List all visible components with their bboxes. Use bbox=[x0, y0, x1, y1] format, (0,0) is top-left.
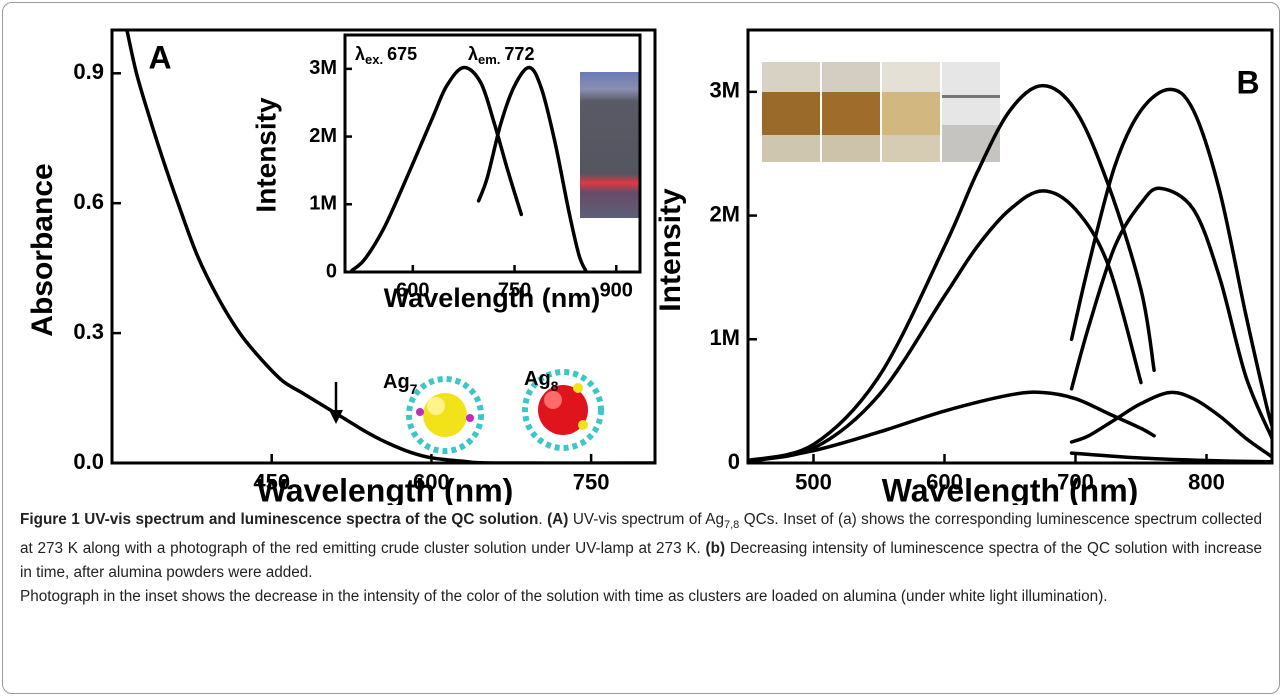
caption-text: Decreasing intensity of luminescence spe… bbox=[20, 540, 1262, 582]
data-line bbox=[748, 83, 1156, 463]
x-tick-label: 450 bbox=[253, 470, 290, 495]
peak-label-symbol: λ bbox=[468, 44, 478, 64]
peak-label-sub: ex. bbox=[365, 52, 383, 67]
data-line bbox=[748, 189, 1143, 463]
x-tick-label: 600 bbox=[926, 470, 963, 495]
peak-label-value: 675 bbox=[387, 44, 417, 64]
y-axis-title: Absorbance bbox=[26, 163, 59, 336]
x-tick-label: 750 bbox=[498, 279, 531, 301]
data-line bbox=[476, 65, 588, 272]
molecule-label-sub: 8 bbox=[551, 378, 559, 394]
photo-vials bbox=[762, 62, 1000, 162]
molecule-ag8 bbox=[522, 369, 604, 451]
plot-frame bbox=[343, 33, 642, 274]
photo-uv-vial bbox=[580, 72, 640, 218]
molecule-label: Ag7 bbox=[383, 371, 418, 396]
peak-label-sub: em. bbox=[478, 52, 500, 67]
x-tick-label: 600 bbox=[396, 279, 429, 301]
data-line bbox=[1069, 186, 1272, 441]
molecule-label-text: Ag bbox=[524, 368, 551, 390]
panel-label: B bbox=[1236, 64, 1259, 100]
x-axis-title: Wavelength (nm) bbox=[257, 472, 514, 505]
y-axis-title: Intensity bbox=[250, 97, 281, 213]
molecule-label: Ag8 bbox=[524, 368, 559, 393]
x-tick-label: 500 bbox=[795, 470, 832, 495]
peak-label-value: 772 bbox=[504, 44, 534, 64]
caption-label: (A) bbox=[547, 511, 569, 528]
plot-frame bbox=[746, 28, 1274, 465]
y-tick-label: 0.6 bbox=[73, 189, 104, 214]
peak-label: λex. 675 bbox=[355, 44, 417, 68]
caption-text: Photograph in the inset shows the decrea… bbox=[20, 588, 1108, 606]
y-tick-label: 0.0 bbox=[73, 449, 104, 474]
peak-label: λem. 772 bbox=[468, 44, 534, 68]
x-tick-label: 900 bbox=[600, 279, 633, 301]
molecule-label-sub: 7 bbox=[410, 381, 418, 397]
x-tick-label: 700 bbox=[1057, 470, 1094, 495]
y-axis-title: Intensity bbox=[654, 188, 687, 312]
x-tick-label: 800 bbox=[1188, 470, 1225, 495]
y-tick-label: 2M bbox=[709, 201, 740, 226]
figure: A B Absorbance Wavelength (nm) Intensity… bbox=[26, 28, 1274, 505]
molecule-label-text: Ag bbox=[383, 371, 410, 393]
caption-text: QCs. Inset of (a) shows the correspondin… bbox=[20, 511, 1262, 558]
peak-label-symbol: λ bbox=[355, 44, 365, 64]
y-tick-label: 0 bbox=[326, 260, 337, 282]
data-line bbox=[125, 30, 655, 463]
data-line bbox=[1069, 451, 1272, 463]
molecule-ag7 bbox=[406, 376, 484, 454]
data-line bbox=[1069, 87, 1272, 428]
caption: Figure 1 UV-vis spectrum and luminescenc… bbox=[20, 508, 1262, 609]
caption-title: Figure 1 UV-vis spectrum and luminescenc… bbox=[20, 511, 539, 528]
y-tick-label: 1M bbox=[709, 325, 740, 350]
caption-text: UV-vis spectrum of Ag bbox=[568, 511, 724, 528]
x-tick-label: 750 bbox=[573, 470, 610, 495]
x-tick-label: 600 bbox=[413, 470, 450, 495]
x-axis-title: Wavelength (nm) bbox=[882, 472, 1139, 505]
caption-text: . bbox=[538, 511, 548, 528]
x-axis-title: Wavelength (nm) bbox=[384, 283, 601, 313]
y-tick-label: 1M bbox=[309, 193, 337, 215]
caption-sub: 7,8 bbox=[724, 519, 740, 532]
y-tick-label: 0.3 bbox=[73, 319, 104, 344]
data-line bbox=[1069, 390, 1272, 459]
caption-label: (b) bbox=[705, 540, 726, 558]
y-tick-label: 0.9 bbox=[73, 59, 104, 84]
y-tick-label: 0 bbox=[728, 449, 740, 474]
data-line bbox=[350, 65, 524, 272]
y-tick-label: 3M bbox=[709, 78, 740, 103]
plot-frame bbox=[110, 28, 657, 465]
data-line bbox=[748, 390, 1156, 463]
y-tick-label: 3M bbox=[309, 57, 337, 79]
panel-label: A bbox=[148, 39, 171, 75]
y-tick-label: 2M bbox=[309, 125, 337, 147]
